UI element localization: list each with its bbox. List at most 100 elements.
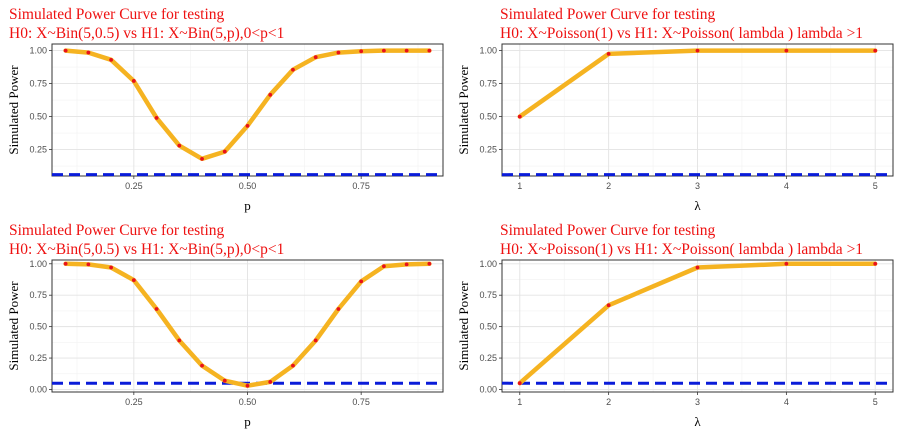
plot-layer: 0.25 0.50 0.75 0.00 0.25 0.50 0.75 1.00 <box>29 259 444 407</box>
data-point <box>131 79 136 83</box>
data-point <box>359 279 364 284</box>
data-point <box>154 116 159 120</box>
data-point <box>695 265 700 270</box>
data-point <box>404 48 409 53</box>
data-point <box>109 57 114 62</box>
data-point <box>427 261 432 266</box>
chart-subtitle: H0: X~Poisson(1) vs H1: X~Poisson( lambd… <box>500 25 863 42</box>
plot-layer: 0.25 0.50 0.75 0.25 0.50 0.75 1.00 <box>29 43 444 191</box>
x-axis-label: λ <box>694 198 701 213</box>
data-point <box>873 48 878 53</box>
y-tick-label: 0.00 <box>29 384 47 394</box>
x-axis-label: p <box>244 414 251 429</box>
x-tick-label: 3 <box>695 397 700 407</box>
data-point <box>606 303 611 308</box>
x-tick-label: 2 <box>606 181 611 191</box>
chart-poisson-bottom: Simulated Power Curve for testing H0: X~… <box>450 216 900 432</box>
data-point <box>268 380 273 384</box>
data-point <box>606 52 611 56</box>
data-point <box>86 50 91 55</box>
data-point <box>222 378 227 383</box>
y-tick-label: 1.00 <box>479 259 497 269</box>
x-tick-label: 1 <box>517 181 522 191</box>
data-point <box>222 149 227 154</box>
y-tick-label: 1.00 <box>479 46 497 56</box>
data-point <box>268 92 273 97</box>
chart-title: Simulated Power Curve for testing <box>9 6 224 23</box>
chart-subtitle: H0: X~Bin(5,0.5) vs H1: X~Bin(5,p),0<p<1 <box>9 25 284 42</box>
data-point <box>873 261 878 266</box>
y-tick-label: 0.00 <box>479 384 497 394</box>
x-axis-label: λ <box>694 414 701 429</box>
y-tick-label: 1.00 <box>29 259 47 269</box>
data-point <box>313 55 318 60</box>
chart-binomial-top: Simulated Power Curve for testing H0: X~… <box>0 0 450 216</box>
data-point <box>336 307 341 311</box>
y-axis-label: Simulated Power <box>456 65 471 155</box>
data-point <box>177 143 182 148</box>
plot-layer: 1 2 3 4 5 0.25 0.50 0.75 1.00 <box>479 43 894 191</box>
x-tick-label: 4 <box>784 181 789 191</box>
data-point <box>200 363 204 368</box>
y-tick-label: 0.50 <box>479 322 497 332</box>
data-point <box>200 156 204 161</box>
y-tick-label: 0.75 <box>29 79 47 89</box>
y-tick-label: 0.75 <box>479 290 497 300</box>
chart-binomial-bottom: Simulated Power Curve for testing H0: X~… <box>0 216 450 432</box>
x-tick-label: 4 <box>784 397 789 407</box>
data-point <box>131 278 136 283</box>
data-point <box>109 265 114 270</box>
data-point <box>784 48 789 53</box>
data-point <box>245 123 250 128</box>
x-tick-label: 0.50 <box>239 397 257 407</box>
y-axis-label: Simulated Power <box>6 65 21 155</box>
data-point <box>695 48 700 53</box>
data-point <box>517 114 522 119</box>
y-tick-label: 0.25 <box>29 145 47 155</box>
chart-subtitle: H0: X~Bin(5,0.5) vs H1: X~Bin(5,p),0<p<1 <box>9 241 284 258</box>
data-point <box>245 383 250 388</box>
data-point <box>63 48 68 53</box>
chart-subtitle: H0: X~Poisson(1) vs H1: X~Poisson( lambd… <box>500 241 863 258</box>
y-axis-label: Simulated Power <box>456 281 471 371</box>
data-point <box>63 261 68 266</box>
chart-title: Simulated Power Curve for testing <box>9 222 224 239</box>
data-point <box>177 338 182 343</box>
chart-svg: Simulated Power Curve for testing H0: X~… <box>456 6 894 213</box>
data-point <box>154 307 159 311</box>
chart-poisson-top: Simulated Power Curve for testing H0: X~… <box>450 0 900 216</box>
data-point <box>291 363 295 368</box>
x-tick-label: 0.25 <box>125 397 143 407</box>
y-tick-label: 0.25 <box>29 353 47 363</box>
chart-title: Simulated Power Curve for testing <box>500 6 715 23</box>
chart-svg: Simulated Power Curve for testing H0: X~… <box>456 222 894 429</box>
x-tick-label: 5 <box>873 397 878 407</box>
data-point <box>381 264 386 269</box>
y-tick-label: 0.25 <box>479 353 497 363</box>
data-point <box>784 261 789 266</box>
y-tick-label: 0.50 <box>29 322 47 332</box>
x-tick-label: 0.25 <box>125 181 143 191</box>
data-point <box>427 48 432 53</box>
data-point <box>336 50 341 55</box>
data-point <box>404 262 409 267</box>
y-tick-label: 0.75 <box>29 290 47 300</box>
data-point <box>313 338 318 343</box>
x-tick-label: 3 <box>695 181 700 191</box>
data-point <box>517 381 522 386</box>
x-axis-label: p <box>244 198 251 213</box>
y-tick-label: 1.00 <box>29 46 47 56</box>
plot-layer: 1 2 3 4 5 0.00 0.25 0.50 0.75 1.00 <box>479 259 894 407</box>
data-point <box>86 262 91 267</box>
data-point <box>359 49 364 54</box>
data-point <box>291 67 295 72</box>
chart-title: Simulated Power Curve for testing <box>500 222 715 239</box>
data-point <box>381 48 386 53</box>
x-tick-label: 0.75 <box>352 181 370 191</box>
y-tick-label: 0.75 <box>479 79 497 89</box>
x-tick-label: 2 <box>606 397 611 407</box>
x-tick-label: 5 <box>873 181 878 191</box>
chart-svg: Simulated Power Curve for testing H0: X~… <box>6 222 444 429</box>
chart-svg: Simulated Power Curve for testing H0: X~… <box>6 6 444 213</box>
y-axis-label: Simulated Power <box>6 281 21 371</box>
